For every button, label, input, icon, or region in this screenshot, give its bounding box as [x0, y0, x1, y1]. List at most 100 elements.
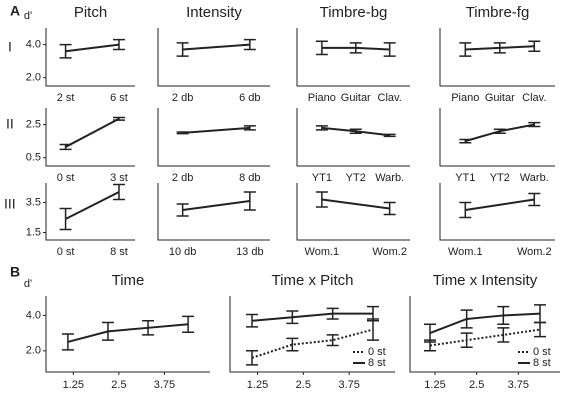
x-tick-label: 1.25: [247, 379, 268, 391]
axis: [45, 28, 135, 87]
error-bar: [61, 333, 74, 351]
x-tick-label: Wom.2: [372, 246, 407, 258]
error-bar: [326, 334, 339, 347]
error-bar: [528, 192, 541, 207]
error-bar: [315, 191, 328, 208]
line: [251, 328, 374, 359]
x-tick-label: Warb.: [375, 172, 404, 184]
axis: [296, 28, 410, 87]
error-bar: [101, 321, 114, 341]
legend-label: 8 st: [368, 357, 386, 369]
y-tick-label: 2.5: [26, 118, 41, 130]
x-tick-label: YT1: [312, 172, 332, 184]
x-tick-label: Clav.: [378, 92, 402, 104]
axis: [439, 28, 555, 87]
error-bar: [246, 313, 258, 328]
error-bar: [493, 42, 506, 54]
x-tick-label: 1.25: [424, 379, 445, 391]
panel-label: A: [10, 3, 20, 19]
x-tick-label: 6 st: [110, 92, 128, 104]
x-tick-label: YT1: [455, 172, 475, 184]
x-tick-label: Piano: [451, 92, 479, 104]
line: [321, 198, 390, 210]
x-tick-label: 6 db: [239, 92, 260, 104]
line: [65, 43, 120, 53]
x-tick-label: 2.5: [296, 379, 311, 391]
x-tick-label: Piano: [308, 92, 336, 104]
y-axis-label: d': [24, 10, 32, 22]
error-bar: [534, 321, 546, 338]
error-bar: [367, 318, 379, 341]
x-tick-label: Guitar: [341, 92, 371, 104]
x-tick-label: YT2: [346, 172, 366, 184]
x-tick-label: 2.5: [469, 379, 484, 391]
y-tick-label: 4.0: [26, 38, 41, 50]
error-bar: [182, 315, 195, 333]
x-tick-label: 13 db: [236, 246, 264, 258]
error-bar: [112, 38, 125, 51]
axis: [229, 296, 395, 373]
x-tick-label: 8 db: [239, 172, 260, 184]
y-tick-label: 2.0: [26, 72, 41, 84]
axis: [45, 296, 210, 373]
x-tick-label: 0 st: [57, 172, 75, 184]
y-tick-label: 3.5: [26, 196, 41, 208]
line: [429, 312, 541, 335]
legend-label: 8 st: [533, 357, 551, 369]
error-bar: [459, 138, 472, 144]
x-tick-label: 8 st: [110, 246, 128, 258]
panel-label: B: [10, 264, 20, 280]
y-tick-label: 2.0: [26, 345, 41, 357]
axis: [296, 108, 410, 167]
error-bar: [315, 40, 328, 56]
legend-label: 0 st: [533, 346, 551, 358]
x-tick-label: 0 st: [57, 246, 75, 258]
chart-title: Timbre-bg: [320, 4, 388, 21]
line: [182, 200, 250, 211]
error-bar: [176, 203, 189, 217]
error-bar: [460, 332, 473, 349]
x-tick-label: YT2: [490, 172, 510, 184]
error-bar: [493, 128, 506, 134]
line: [182, 43, 250, 51]
x-tick-label: Guitar: [485, 92, 515, 104]
x-tick-label: 3.75: [154, 379, 175, 391]
x-tick-label: Wom.1: [448, 246, 483, 258]
error-bar: [315, 125, 328, 131]
error-bar: [349, 128, 362, 134]
line: [465, 198, 535, 211]
error-bar: [424, 323, 436, 343]
x-tick-label: Wom.1: [305, 246, 340, 258]
error-bar: [528, 40, 541, 52]
error-bar: [349, 42, 362, 54]
x-tick-label: 2.5: [111, 379, 126, 391]
error-bar: [459, 42, 472, 57]
error-bar: [112, 183, 125, 201]
error-bar: [497, 305, 510, 326]
line: [67, 323, 189, 343]
error-bar: [459, 201, 472, 219]
line: [429, 328, 541, 347]
axis: [45, 183, 135, 241]
axis: [157, 108, 270, 167]
y-tick-label: 0.5: [26, 152, 41, 164]
row-label: II: [6, 116, 14, 132]
x-tick-label: 3 st: [110, 172, 128, 184]
chart-title: Time x Pitch: [272, 272, 354, 289]
x-tick-label: 3.75: [508, 379, 529, 391]
row-label: III: [4, 196, 16, 212]
error-bar: [497, 327, 510, 343]
error-bar: [383, 133, 396, 138]
axis: [296, 183, 410, 241]
line: [251, 312, 373, 322]
x-tick-label: Clav.: [522, 92, 546, 104]
error-bar: [59, 43, 72, 59]
error-bar: [534, 304, 546, 324]
error-bar: [176, 42, 189, 57]
x-tick-label: 3.75: [338, 379, 359, 391]
chart-title: Time x Intensity: [433, 272, 538, 289]
y-axis-label: d': [24, 278, 32, 290]
error-bar: [286, 310, 299, 325]
row-label: I: [8, 39, 12, 55]
error-bar: [243, 125, 256, 131]
